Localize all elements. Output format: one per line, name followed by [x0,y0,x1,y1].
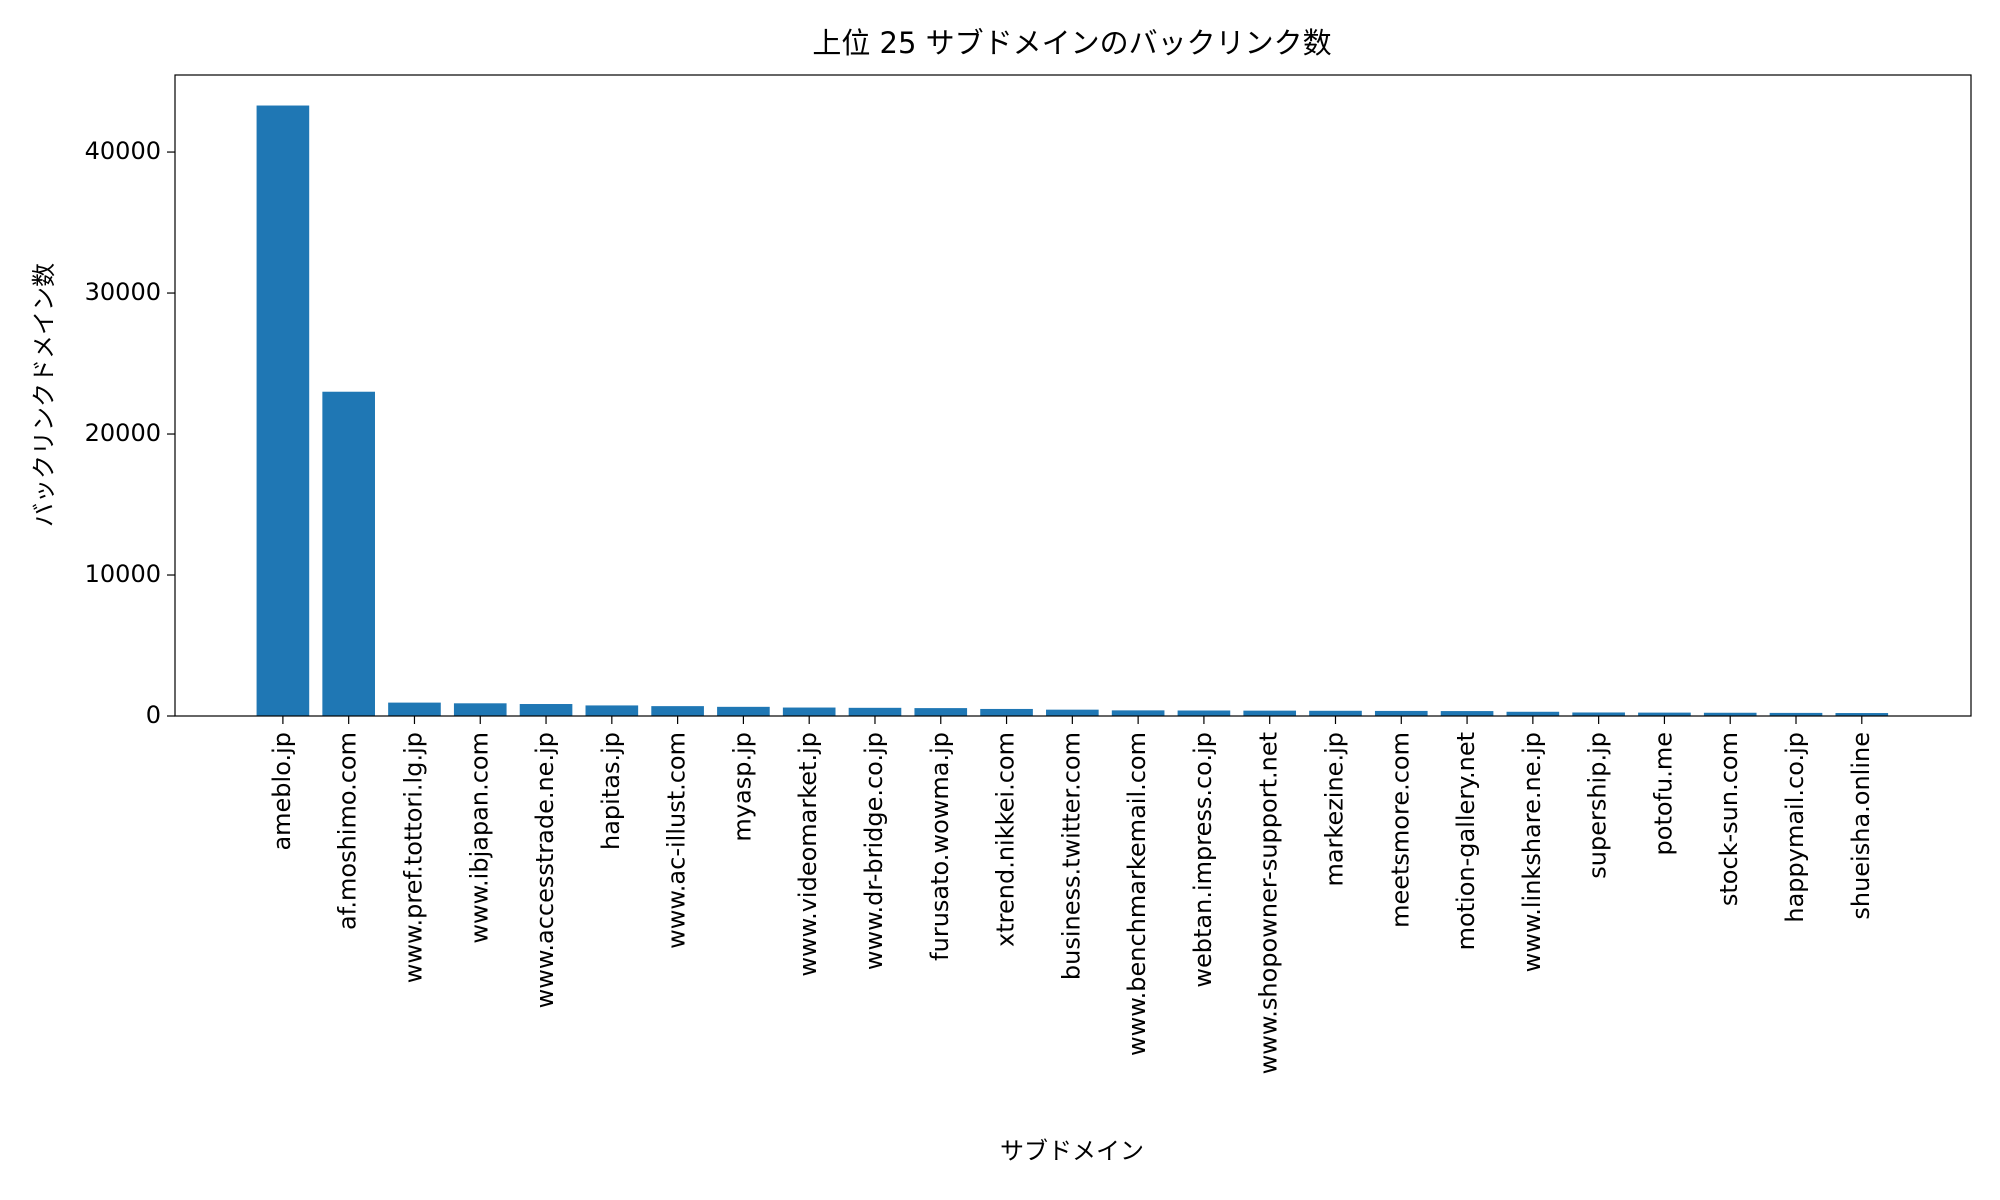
bar [1440,711,1494,716]
x-tick-label: motion-gallery.net [1452,732,1480,950]
x-tick-label: www.accesstrade.ne.jp [531,732,559,1008]
bar [1638,712,1691,716]
y-tick-label: 40000 [85,137,161,165]
bar [585,705,639,716]
bar [1309,710,1362,716]
x-tick-label: xtrend.nikkei.com [992,732,1020,947]
bar [1572,712,1625,716]
y-tick-label: 0 [146,701,161,729]
x-tick-label: www.ibjapan.com [465,732,493,944]
bar [914,708,968,716]
bar [453,703,507,716]
x-tick-label: stock-sun.com [1715,732,1743,906]
x-tick-label: ameblo.jp [268,732,296,851]
bar [388,702,441,716]
bar [782,707,836,716]
x-tick-label: af.moshimo.com [334,732,362,930]
x-tick-label: furusato.wowma.jp [926,732,954,961]
x-tick-label: www.ac-illust.com [663,732,691,949]
bar [1243,710,1297,716]
bar [1769,712,1823,716]
x-tick-label: myasp.jp [728,732,756,842]
x-tick-label: shueisha.online [1847,732,1875,920]
x-axis-label: サブドメイン [1000,1137,1144,1165]
y-axis-label: バックリンクドメイン数 [30,263,58,527]
x-tick-label: hapitas.jp [597,732,625,850]
y-tick-label: 30000 [85,278,161,306]
bar [519,704,573,716]
chart-title: 上位 25 サブドメインのバックリンク数 [812,26,1331,60]
bar [322,391,375,716]
bar [1506,711,1560,716]
bar [717,706,770,716]
bar [980,708,1033,716]
bar [651,706,704,716]
plot-frame [174,74,1972,717]
bar [256,105,310,717]
bar [1835,713,1889,716]
x-tick-label: webtan.impress.co.jp [1189,732,1217,988]
x-tick-label: happymail.co.jp [1781,732,1809,923]
y-tick-label: 20000 [85,419,161,447]
x-tick-label: markezine.jp [1320,732,1348,887]
y-tick-label: 10000 [85,560,161,588]
bar [848,707,902,716]
bar [1046,709,1099,716]
x-tick-label: www.videomarket.jp [794,732,822,977]
x-tick-label: business.twitter.com [1057,732,1085,980]
x-tick-label: www.pref.tottori.lg.jp [399,732,427,983]
bar [1177,710,1231,716]
x-tick-label: www.linkshare.ne.jp [1518,732,1546,972]
x-tick-label: www.dr-bridge.co.jp [860,732,888,970]
bar [1111,710,1165,716]
x-tick-label: potofu.me [1649,732,1677,855]
bar [1703,712,1757,716]
x-tick-label: supership.jp [1584,732,1612,879]
bar [1374,710,1428,716]
x-tick-label: www.benchmarkemail.com [1123,732,1151,1056]
x-tick-label: meetsmore.com [1386,732,1414,928]
x-tick-label: www.shopowner-support.net [1255,732,1283,1074]
